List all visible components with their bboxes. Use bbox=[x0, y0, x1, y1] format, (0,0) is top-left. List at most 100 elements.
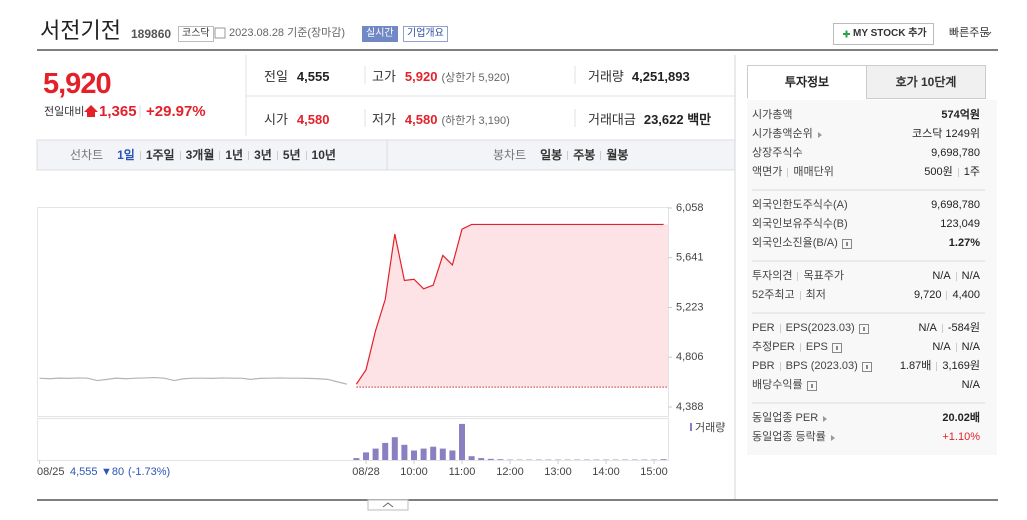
volume-bar bbox=[660, 459, 667, 460]
info-label: 외국인한도주식수(A) bbox=[752, 200, 848, 211]
info-label-text: 최저 bbox=[805, 289, 826, 301]
info-value-text: N/A bbox=[932, 270, 951, 282]
help-icon[interactable] bbox=[858, 323, 869, 334]
info-row: 외국인소진율(B/A) 1.27% bbox=[752, 238, 980, 249]
help-icon[interactable] bbox=[806, 380, 817, 391]
info-label: 외국인소진율(B/A) bbox=[752, 238, 852, 249]
volume-bar bbox=[430, 446, 437, 460]
line-tabs: 선차트 1일 1주일 3개월 1년 3년 5년 10년 bbox=[70, 149, 336, 161]
info-value-text: 3,169원 bbox=[942, 360, 980, 372]
realtime-button[interactable]: 실시간 bbox=[362, 26, 398, 42]
summary-value: 23,622 백만 bbox=[643, 112, 712, 127]
help-icon[interactable] bbox=[841, 238, 852, 249]
info-label-text: 액면가 bbox=[752, 166, 783, 178]
help-icon[interactable] bbox=[861, 361, 872, 372]
volume-bar bbox=[420, 448, 427, 460]
summary-label: 거래대금 bbox=[588, 112, 636, 127]
info-value-text: 4,400 bbox=[952, 289, 980, 301]
volume-bar bbox=[411, 450, 417, 460]
tab-separator bbox=[219, 150, 221, 160]
tab[interactable]: 1년 bbox=[225, 148, 244, 162]
summary-label: 전일 bbox=[264, 69, 288, 84]
info-tab[interactable]: 투자정보 bbox=[747, 65, 867, 99]
y-tick-label: 6,058 bbox=[676, 202, 704, 214]
x-tick-label: 08/28 bbox=[352, 466, 380, 478]
tab-bar bbox=[36, 139, 736, 171]
info-value-text: 9,698,780 bbox=[931, 199, 980, 211]
tab[interactable]: 10년 bbox=[311, 148, 336, 162]
tab-separator bbox=[305, 150, 307, 160]
info-label-text: 시가총액 bbox=[752, 109, 793, 121]
tab[interactable]: 일봉 bbox=[540, 148, 563, 162]
info-value-text: 1주 bbox=[963, 166, 980, 178]
overview-button[interactable]: 기업개요 bbox=[403, 26, 448, 42]
volume-bar bbox=[459, 423, 465, 460]
tab[interactable]: 5년 bbox=[282, 148, 301, 162]
tab[interactable]: 주봉 bbox=[573, 148, 596, 162]
info-separator bbox=[799, 291, 801, 300]
info-label-text: EPS bbox=[805, 341, 828, 353]
info-separator bbox=[957, 168, 959, 177]
prev-rate: (-1.73%) bbox=[128, 466, 170, 478]
volume-bar bbox=[401, 444, 408, 460]
info-label-text: 외국인한도주식수(A) bbox=[752, 199, 848, 211]
help-icon[interactable] bbox=[831, 342, 842, 353]
tab[interactable]: 월봉 bbox=[606, 148, 629, 162]
y-tick-label: 5,223 bbox=[676, 301, 704, 313]
info-value-text: N/A bbox=[932, 341, 951, 353]
volume-bar bbox=[449, 450, 456, 460]
mystock-button[interactable] bbox=[833, 23, 934, 45]
tab[interactable]: 1주일 bbox=[145, 148, 175, 162]
x-tick-label: 11:00 bbox=[449, 466, 476, 478]
info-label: 52주최고 최저 bbox=[752, 290, 826, 301]
x-tick-label: 12:00 bbox=[496, 466, 524, 478]
mystock-label: MY STOCK 추가 bbox=[853, 28, 927, 39]
info-value: +1.10% bbox=[942, 432, 980, 443]
info-row: 추정PER EPS N/A N/A bbox=[752, 342, 980, 353]
info-label-text: 추정PER bbox=[752, 341, 795, 353]
collapse-button[interactable] bbox=[367, 499, 409, 511]
tab[interactable]: 3년 bbox=[254, 148, 272, 162]
summary-cell: 시가 4,580 bbox=[264, 113, 329, 126]
info-value-text: 9,720 bbox=[913, 289, 942, 301]
candle-tabs: 봉차트 일봉 주봉 월봉 bbox=[493, 149, 628, 161]
x-tick-label: 08/25 bbox=[37, 466, 65, 478]
change-label: 전일대비 bbox=[44, 106, 85, 118]
info-tab[interactable]: 호가 10단계 bbox=[866, 65, 986, 99]
info-row: 동일업종 등락률 +1.10% bbox=[752, 432, 980, 443]
date: 2023.08.28 기준(장마감) bbox=[229, 27, 346, 39]
price-line bbox=[39, 376, 347, 385]
tab-separator bbox=[179, 150, 181, 160]
info-value-text: N/A bbox=[918, 322, 937, 334]
summary-cell: 거래량 4,251,893 bbox=[588, 70, 690, 83]
info-label: 투자의견 목표주가 bbox=[752, 271, 844, 282]
info-value-text: 574억원 bbox=[941, 109, 980, 121]
info-label-text: 투자의견 bbox=[752, 270, 793, 282]
info-value: 123,049 bbox=[940, 219, 980, 230]
info-label-text: 52주최고 bbox=[752, 289, 795, 301]
info-label-text: 시가총액순위 bbox=[752, 128, 813, 140]
price-change: 1,365 bbox=[99, 103, 137, 120]
market-badge: 코스닥 bbox=[178, 26, 214, 42]
volume-legend: 거래량 bbox=[695, 421, 725, 434]
info-value: 574억원 bbox=[941, 110, 980, 121]
summary-label: 시가 bbox=[264, 112, 288, 127]
tab-separator bbox=[276, 150, 278, 160]
info-label-text: 배당수익률 bbox=[752, 379, 803, 391]
info-row: 52주최고 최저 9,720 4,400 bbox=[752, 290, 980, 301]
stock-code: 189860 bbox=[131, 27, 172, 41]
summary-value: 4,555 bbox=[296, 69, 330, 84]
y-tick-label: 4,806 bbox=[676, 351, 704, 363]
quick-order[interactable]: 빠른주문 bbox=[949, 27, 990, 39]
tab[interactable]: 1일 bbox=[117, 148, 135, 162]
info-label: 추정PER EPS bbox=[752, 342, 842, 353]
tab[interactable]: 3개월 bbox=[185, 148, 215, 162]
info-label: 상장주식수 bbox=[752, 148, 803, 159]
prev-price: 4,555 bbox=[70, 466, 98, 478]
x-tick-label: 13:00 bbox=[544, 466, 572, 478]
info-row: PER EPS(2023.03) N/A -584원 bbox=[752, 323, 980, 334]
info-label: PER EPS(2023.03) bbox=[752, 323, 869, 334]
volume-bar bbox=[439, 448, 446, 460]
